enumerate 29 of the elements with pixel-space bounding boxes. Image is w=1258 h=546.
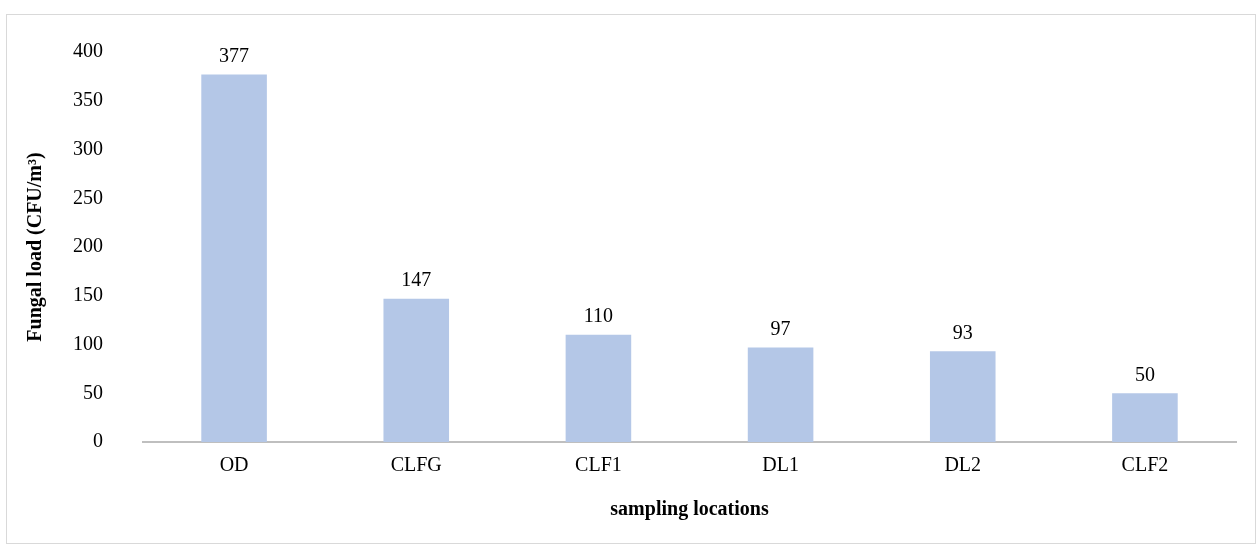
bar — [565, 334, 632, 442]
y-tick-label: 0 — [93, 429, 103, 452]
y-tick-label: 300 — [73, 136, 103, 159]
x-axis-title: sampling locations — [610, 497, 769, 521]
y-tick-label: 200 — [73, 234, 103, 257]
data-label: 50 — [1134, 362, 1155, 385]
x-tick-label: CLFG — [390, 453, 442, 476]
y-tick-label: 350 — [73, 88, 103, 110]
y-tick-label: 100 — [73, 331, 103, 354]
data-label: 147 — [401, 267, 432, 290]
y-tick-label: 150 — [73, 283, 103, 305]
bar — [201, 74, 267, 442]
y-axis-title: Fungal load (CFU/m³) — [23, 152, 47, 342]
data-label: 93 — [952, 320, 973, 343]
data-label: 110 — [583, 304, 614, 326]
x-tick-label: CLF2 — [1121, 453, 1169, 476]
x-tick-label: DL2 — [944, 453, 982, 476]
x-tick-label: DL1 — [762, 453, 799, 476]
bar — [1112, 393, 1178, 442]
data-label: 377 — [219, 43, 250, 66]
x-tick-label: CLF1 — [575, 453, 622, 476]
bar — [747, 347, 814, 442]
y-tick-label: 250 — [73, 185, 103, 208]
bar — [929, 351, 996, 442]
x-tick-label: OD — [219, 453, 249, 476]
y-tick-label: 50 — [83, 380, 103, 403]
data-label: 97 — [770, 316, 791, 339]
bar — [383, 298, 450, 442]
y-tick-label: 400 — [73, 39, 103, 62]
